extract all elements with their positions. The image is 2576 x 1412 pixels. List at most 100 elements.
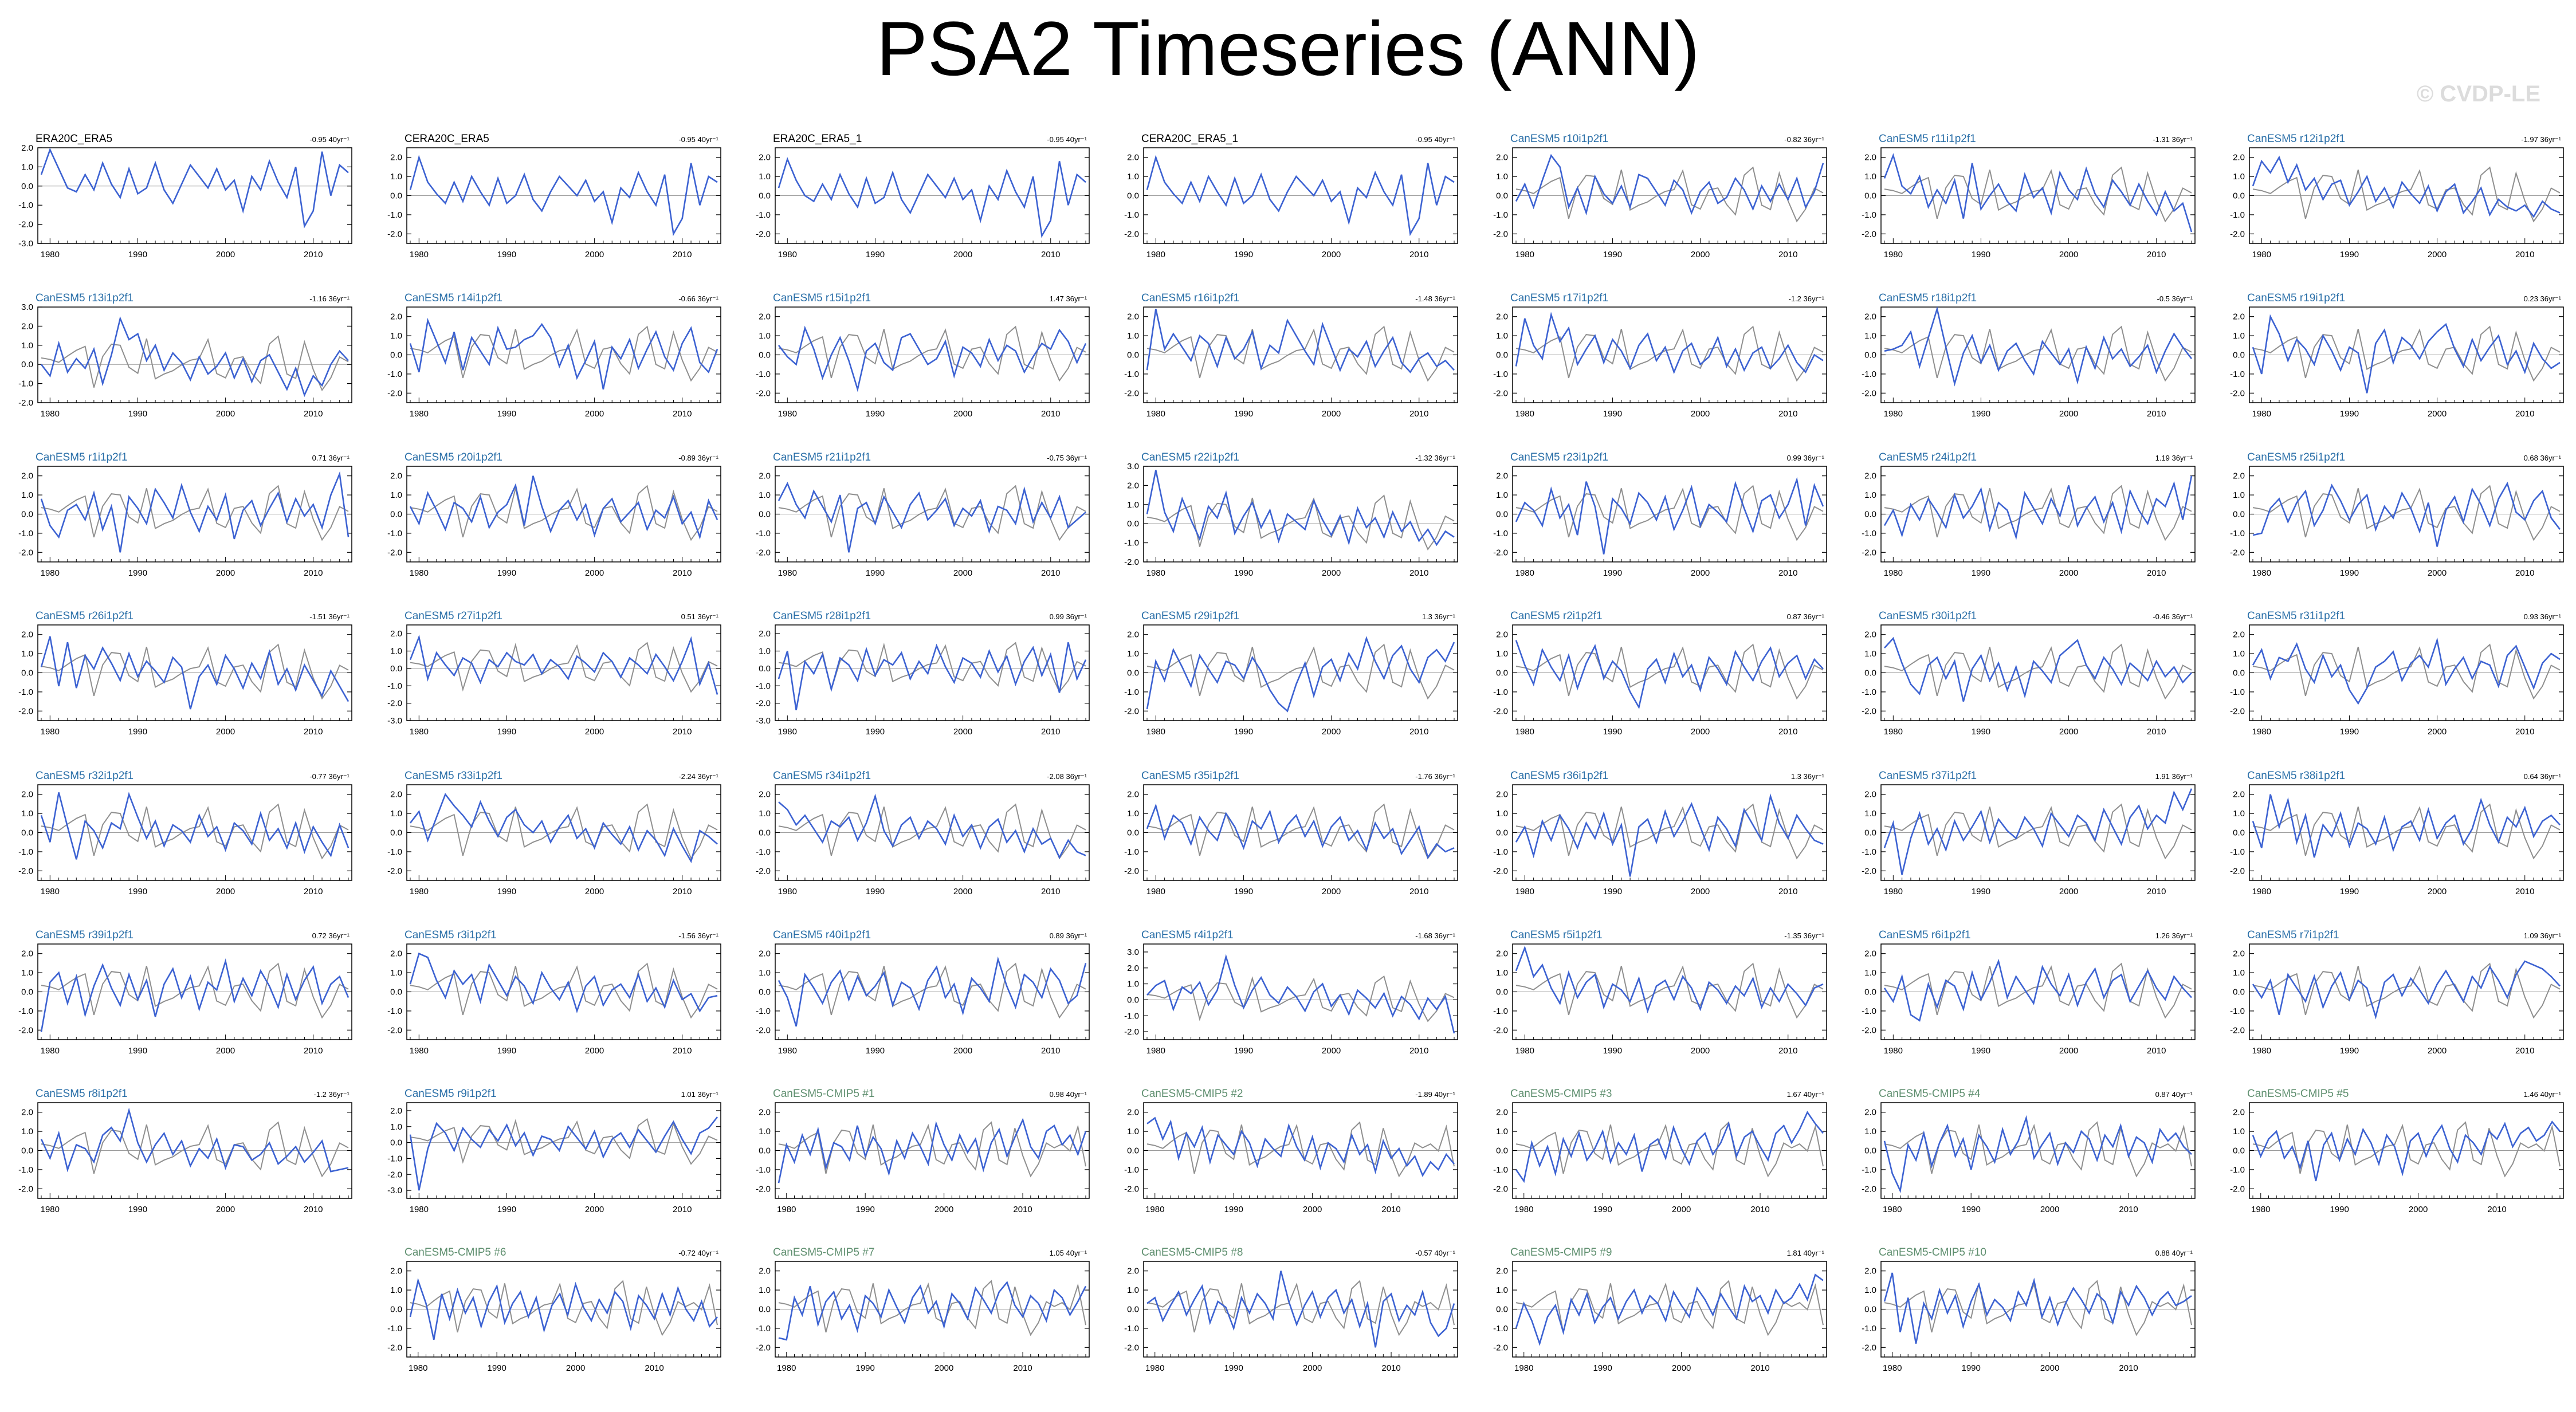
x-tick-label: 1990: [497, 1046, 516, 1056]
y-tick-label: -2.0: [18, 548, 33, 557]
x-tick-label: 1990: [1972, 409, 1990, 419]
x-tick-label: 1990: [2330, 1205, 2349, 1214]
y-tick-label: 2.0: [390, 1106, 402, 1116]
y-tick-label: 2.0: [390, 790, 402, 800]
x-tick-label: 1980: [1883, 1205, 1902, 1214]
obs-series-line: [410, 642, 718, 693]
panel-title: CanESM5 r36i1p2f1: [1510, 770, 1608, 782]
y-tick-label: 2.0: [1496, 312, 1508, 322]
x-tick-label: 1990: [497, 250, 516, 259]
x-tick-label: 2000: [953, 568, 972, 578]
panel-title: CanESM5 r26i1p2f1: [36, 610, 133, 622]
x-tick-label: 2010: [2147, 250, 2166, 259]
x-tick-label: 2000: [1322, 409, 1341, 419]
y-tick-label: 2.0: [21, 1108, 33, 1118]
panel: CanESM5-CMIP5 #4 0.87 40yr⁻¹ 2.0 1.0 0.0 -1.0…: [1862, 1088, 2196, 1214]
panel: ERA20C_ERA5_1 -0.95 40yr⁻¹ 2.0 1.0 0.0 -1.0 -2…: [756, 133, 1090, 259]
y-tick-label: 1.0: [390, 1122, 402, 1132]
trend-label: -0.82 36yr⁻¹: [1784, 135, 1824, 144]
y-tick-label: 0.0: [1496, 1305, 1508, 1315]
y-tick-label: -1.0: [1862, 687, 1876, 697]
panel-title: CanESM5 r9i1p2f1: [405, 1088, 497, 1100]
series-line: [2252, 637, 2561, 705]
x-tick-label: 2000: [1322, 887, 1341, 896]
series-line: [40, 792, 350, 860]
y-tick-label: 2.0: [1127, 963, 1139, 973]
panel: CanESM5 r18i1p2f1 -0.5 36yr⁻¹ 2.0 1.0 0.0 -1.…: [1862, 292, 2196, 419]
trend-label: -1.16 36yr⁻¹: [309, 294, 350, 303]
obs-series-line: [778, 803, 1086, 860]
x-tick-label: 2010: [673, 1046, 692, 1056]
panel-title: CanESM5 r29i1p2f1: [1141, 610, 1239, 622]
panel-title: CanESM5 r37i1p2f1: [1879, 770, 1977, 782]
panel: CERA20C_ERA5_1 -0.95 40yr⁻¹ 2.0 1.0 0.0 -1.0 -…: [1124, 133, 1458, 259]
x-tick-label: 2010: [1409, 1046, 1428, 1056]
x-tick-label: 2000: [2040, 1363, 2059, 1373]
y-tick-label: -1.0: [387, 529, 402, 538]
x-tick-label: 2000: [566, 1363, 585, 1373]
y-tick-label: -1.0: [1124, 538, 1139, 548]
obs-series-line: [1146, 975, 1455, 1022]
trend-label: -1.51 36yr⁻¹: [309, 612, 350, 621]
y-tick-label: -2.0: [1124, 557, 1139, 567]
series-line: [777, 642, 1087, 711]
plot-frame: [1143, 466, 1458, 563]
obs-series-line: [778, 962, 1086, 1019]
x-tick-label: 1990: [128, 568, 147, 578]
series-line: [1146, 470, 1455, 546]
x-tick-label: 2000: [216, 1205, 235, 1214]
x-tick-label: 2000: [585, 250, 604, 259]
y-tick-label: -1.0: [1124, 847, 1139, 857]
panel-title: CanESM5 r11i1p2f1: [1879, 133, 1976, 145]
y-tick-label: -2.0: [2230, 229, 2245, 239]
x-tick-label: 1980: [1515, 1046, 1534, 1056]
y-tick-label: 1.0: [2233, 649, 2245, 659]
x-tick-label: 1990: [866, 1046, 885, 1056]
series-line: [1883, 788, 2193, 875]
y-tick-label: -1.0: [756, 847, 771, 857]
y-tick-label: 0.0: [759, 351, 771, 360]
x-tick-label: 2010: [673, 250, 692, 259]
y-tick-label: 2.0: [759, 949, 771, 959]
x-tick-label: 1990: [1961, 1363, 1980, 1373]
panel: CanESM5-CMIP5 #10 0.88 40yr⁻¹ 2.0 1.0 0.0 -1.…: [1862, 1246, 2196, 1373]
y-tick-label: 2.0: [2233, 312, 2245, 322]
y-tick-label: -2.0: [2230, 388, 2245, 398]
y-tick-label: 2.0: [759, 790, 771, 800]
panel: CanESM5-CMIP5 #1 0.98 40yr⁻¹ 2.0 1.0 0.0 -1.0…: [756, 1088, 1090, 1214]
y-tick-label: -1.0: [2230, 369, 2245, 379]
series-line: [777, 1118, 1087, 1183]
y-tick-label: -2.0: [18, 1184, 33, 1194]
panel-title: CanESM5-CMIP5 #5: [2247, 1088, 2349, 1100]
x-tick-label: 2000: [2059, 1046, 2078, 1056]
y-tick-label: -1.0: [387, 369, 402, 379]
panel-title: CanESM5 r30i1p2f1: [1879, 610, 1977, 622]
x-tick-label: 2010: [673, 887, 692, 896]
y-tick-label: -2.0: [756, 699, 771, 709]
y-tick-label: -1.0: [1124, 369, 1139, 379]
obs-series-line: [1884, 643, 2192, 700]
x-tick-label: 1980: [1146, 409, 1165, 419]
y-tick-label: -2.0: [387, 548, 402, 557]
y-tick-label: -1.0: [18, 1006, 33, 1016]
y-tick-label: -2.0: [756, 1025, 771, 1035]
panel: CanESM5 r29i1p2f1 1.3 36yr⁻¹ 2.0 1.0 0.0 -1.0…: [1124, 610, 1458, 737]
x-tick-label: 2000: [1672, 1205, 1691, 1214]
x-tick-label: 1990: [128, 1205, 147, 1214]
series-line: [2252, 960, 2561, 1020]
x-tick-label: 1990: [1972, 568, 1990, 578]
series-line: [409, 475, 718, 540]
plot-frame: [406, 624, 721, 721]
y-tick-label: 0.0: [390, 828, 402, 838]
y-tick-label: 2.0: [21, 471, 33, 481]
x-tick-label: 2000: [1322, 727, 1341, 737]
y-tick-label: 2.0: [390, 471, 402, 481]
y-tick-label: -2.0: [2230, 1184, 2245, 1194]
y-tick-label: 1.0: [21, 1127, 33, 1136]
y-tick-label: -2.0: [1493, 1025, 1508, 1035]
x-tick-label: 2010: [2515, 250, 2534, 259]
obs-series-line: [1515, 1121, 1824, 1178]
y-tick-label: 0.0: [21, 182, 33, 191]
trend-label: 1.01 36yr⁻¹: [681, 1090, 719, 1099]
trend-label: 1.47 36yr⁻¹: [1050, 294, 1087, 303]
